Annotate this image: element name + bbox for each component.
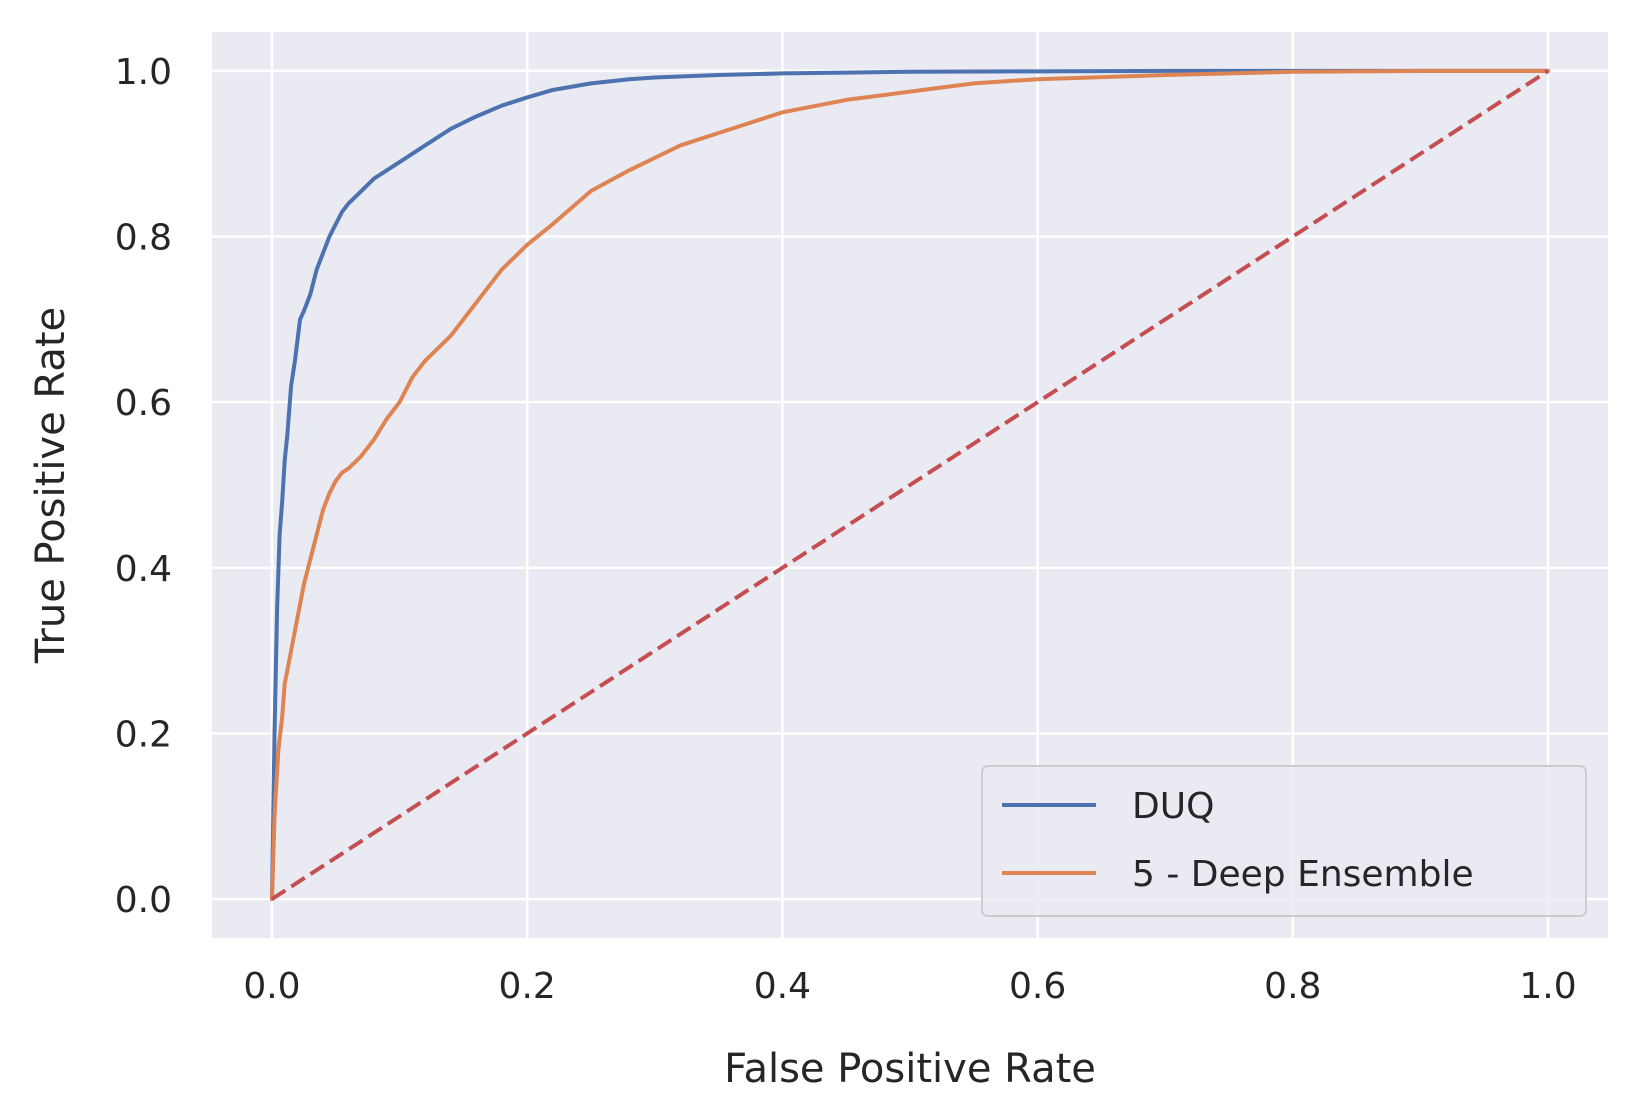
x-tick-label: 0.4 — [754, 966, 811, 1007]
legend: DUQ 5 - Deep Ensemble — [981, 765, 1587, 917]
legend-frame — [981, 765, 1587, 917]
legend-label-deep-ensemble: 5 - Deep Ensemble — [1132, 854, 1474, 895]
grid-lines — [212, 32, 1608, 938]
x-tick-label: 1.0 — [1519, 966, 1576, 1007]
x-axis-label: False Positive Rate — [724, 1046, 1096, 1092]
y-tick-labels: 0.0 0.2 0.4 0.6 0.8 1.0 — [115, 52, 172, 921]
y-tick-label: 0.8 — [115, 218, 172, 259]
y-axis-label: True Positive Rate — [28, 307, 74, 664]
deep-ensemble-line — [269, 68, 1551, 902]
y-tick-label: 0.2 — [115, 714, 172, 755]
y-tick-label: 0.6 — [115, 383, 172, 424]
y-tick-label: 0.4 — [115, 549, 172, 590]
x-tick-labels: 0.0 0.2 0.4 0.6 0.8 1.0 — [243, 966, 1576, 1007]
y-tick-label: 1.0 — [115, 52, 172, 93]
duq-line — [269, 68, 1551, 902]
x-tick-label: 0.6 — [1009, 966, 1066, 1007]
x-tick-label: 0.0 — [243, 966, 300, 1007]
random-baseline-line — [270, 69, 1550, 901]
x-tick-label: 0.8 — [1264, 966, 1321, 1007]
x-tick-label: 0.2 — [499, 966, 556, 1007]
series-lines — [269, 68, 1551, 902]
y-tick-label: 0.0 — [115, 880, 172, 921]
legend-label-duq: DUQ — [1132, 786, 1214, 827]
